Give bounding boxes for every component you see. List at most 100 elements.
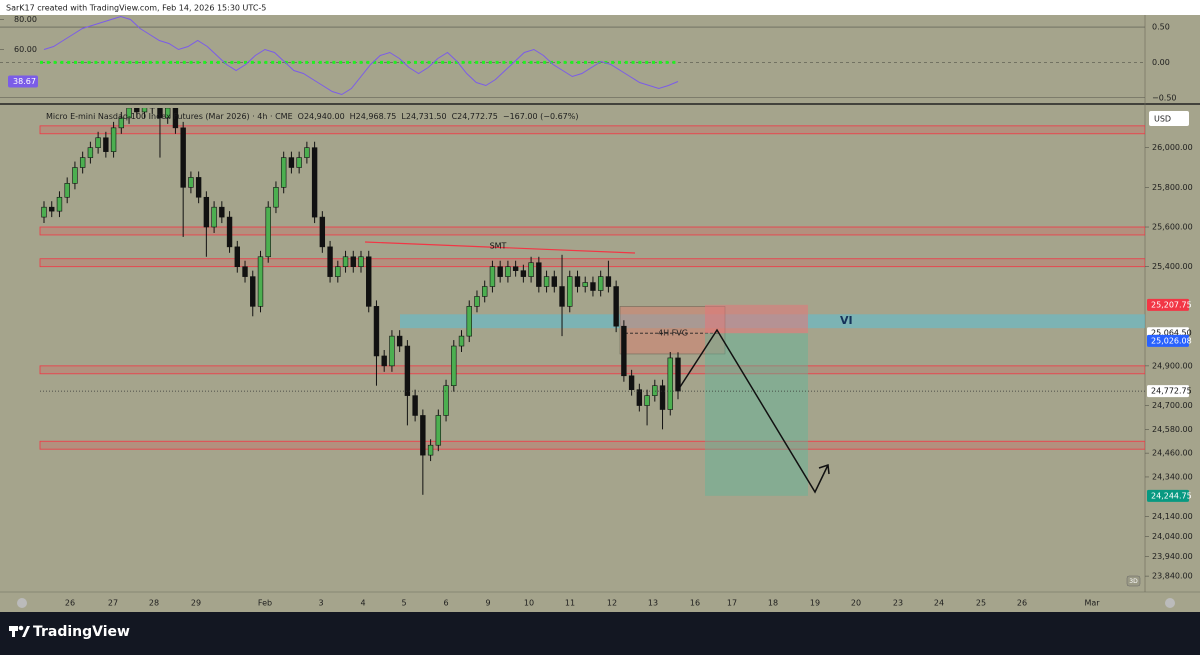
candle-body bbox=[420, 415, 426, 456]
vi-label: VI bbox=[840, 314, 853, 327]
price-badge bbox=[1147, 385, 1189, 398]
candle-body bbox=[466, 306, 472, 337]
candle-body bbox=[520, 270, 527, 277]
candle-body bbox=[319, 216, 326, 248]
candle-body bbox=[404, 345, 411, 396]
candle-body bbox=[590, 282, 596, 291]
price-tick-label: 24,900.00 bbox=[1152, 361, 1193, 370]
currency: USD bbox=[1154, 115, 1171, 124]
candle-body bbox=[141, 108, 148, 113]
candle-body bbox=[242, 266, 248, 277]
candle-body bbox=[451, 345, 457, 387]
zone bbox=[39, 226, 1145, 236]
target-box bbox=[705, 333, 808, 496]
candle-body bbox=[628, 375, 635, 390]
candle-body bbox=[149, 108, 155, 109]
candle-body bbox=[489, 266, 496, 287]
price-tick-label: 24,700.00 bbox=[1152, 401, 1193, 410]
osc-left-tick: 60.00 bbox=[14, 45, 37, 54]
time-label: 11 bbox=[565, 599, 575, 608]
smt-line bbox=[364, 241, 636, 254]
candle-body bbox=[257, 256, 264, 307]
candle-body bbox=[304, 147, 310, 158]
footer-bar bbox=[0, 612, 1200, 651]
candle-body bbox=[56, 196, 63, 212]
candle-body bbox=[126, 108, 132, 119]
candle-body bbox=[443, 385, 449, 416]
candle-body bbox=[497, 266, 503, 277]
time-label: 16 bbox=[690, 599, 700, 608]
candle-body bbox=[559, 286, 565, 307]
candle-body bbox=[636, 389, 643, 406]
osc-line bbox=[43, 15, 679, 96]
candle-body bbox=[621, 325, 627, 377]
price-tick-label: 26,000.00 bbox=[1152, 143, 1193, 152]
candle-body bbox=[613, 286, 619, 327]
time-label: 9 bbox=[485, 599, 490, 608]
arrow-head bbox=[818, 463, 830, 475]
price-tick-label: 23,940.00 bbox=[1152, 552, 1193, 561]
logo-mark bbox=[12, 626, 15, 637]
time-label: 27 bbox=[108, 599, 118, 608]
time-label: 4 bbox=[360, 599, 365, 608]
candle-body bbox=[335, 266, 341, 277]
candle-body bbox=[412, 395, 418, 416]
candle-body bbox=[667, 357, 673, 410]
candle-body bbox=[342, 256, 349, 267]
candle-body bbox=[219, 206, 225, 218]
candle-body bbox=[311, 147, 318, 218]
candle-body bbox=[366, 256, 372, 307]
3d-button[interactable] bbox=[1126, 575, 1141, 587]
candle-body bbox=[288, 157, 295, 168]
candle-body bbox=[597, 276, 604, 291]
candle-body bbox=[49, 206, 55, 212]
candle-body bbox=[95, 137, 101, 148]
candle-body bbox=[273, 187, 279, 208]
candle-body bbox=[435, 415, 442, 446]
ohlc-value: L24,731.50 bbox=[401, 112, 446, 121]
candle-body bbox=[296, 157, 302, 168]
candle-body bbox=[172, 108, 179, 129]
time-label: 20 bbox=[851, 599, 861, 608]
time-label: 29 bbox=[191, 599, 201, 608]
zoom-button[interactable] bbox=[17, 598, 27, 608]
time-label: 18 bbox=[768, 599, 778, 608]
price-pane: VI 4H FVG SMT bbox=[39, 108, 1145, 496]
candle-body bbox=[528, 262, 534, 277]
osc-right-tick: 0.00 bbox=[1152, 58, 1170, 67]
price-tick-label: 25,800.00 bbox=[1152, 183, 1193, 192]
candle-body bbox=[474, 296, 480, 307]
candle-body bbox=[458, 335, 465, 347]
time-label: 13 bbox=[648, 599, 658, 608]
price-badge bbox=[1147, 298, 1189, 311]
candle-body bbox=[605, 276, 612, 287]
stop-box bbox=[705, 304, 808, 334]
candle-body bbox=[358, 256, 364, 267]
symbol-title: Micro E-mini Nasdaq-100 Index Futures (M… bbox=[46, 112, 293, 121]
candle-body bbox=[280, 157, 287, 188]
candle-body bbox=[427, 444, 434, 456]
candle-body bbox=[203, 196, 210, 228]
time-label: 28 bbox=[149, 599, 159, 608]
candle-body bbox=[157, 108, 163, 119]
candle-body bbox=[644, 395, 650, 406]
candle-body bbox=[118, 117, 125, 129]
price-badge-label: 24,772.75 bbox=[1151, 387, 1192, 396]
candle-body bbox=[652, 385, 658, 396]
price-badge bbox=[1147, 334, 1189, 347]
auto-scale-button[interactable] bbox=[1165, 598, 1175, 608]
3d-label: 3D bbox=[1129, 578, 1138, 585]
time-label: Mar bbox=[1084, 599, 1100, 608]
candle-body bbox=[536, 262, 542, 287]
candle-body bbox=[350, 256, 356, 267]
credit: SarK17 created with TradingView.com, Feb… bbox=[6, 4, 266, 13]
candle-body bbox=[582, 282, 588, 287]
symbol-header: Micro E-mini Nasdaq-100 Index Futures (M… bbox=[46, 112, 578, 121]
price-tick-label: 25,600.00 bbox=[1152, 223, 1193, 232]
candle-body bbox=[551, 276, 557, 287]
currency-button[interactable] bbox=[1149, 111, 1189, 126]
candle-body bbox=[373, 306, 380, 357]
time-label: 17 bbox=[727, 599, 737, 608]
price-badge-label: 25,026.08 bbox=[1151, 336, 1192, 345]
